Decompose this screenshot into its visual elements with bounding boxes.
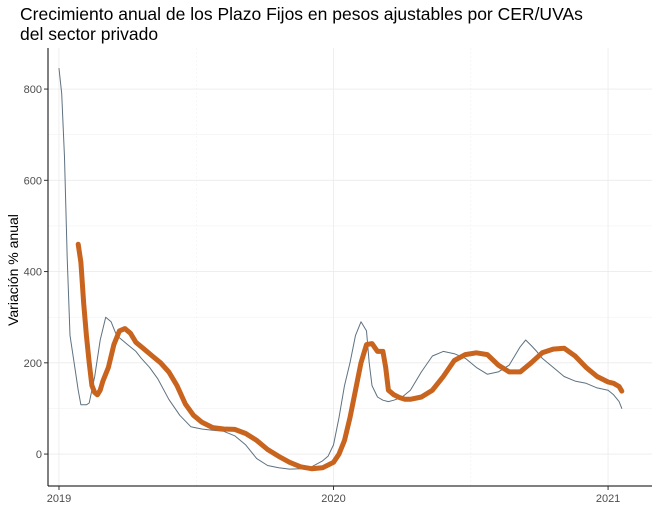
y-tick-label: 0 — [36, 449, 42, 461]
axis-layer: 0 200 400 600 800 2019 2020 2021 — [24, 48, 652, 505]
series-line-thin — [58, 68, 623, 470]
y-tick-label: 400 — [24, 267, 42, 279]
chart-title-line-1: Crecimiento anual de los Plazo Fijos en … — [20, 4, 583, 24]
y-tick-label: 600 — [24, 175, 42, 187]
y-axis-title: Variación % anual — [5, 214, 21, 326]
chart-title: Crecimiento anual de los Plazo Fijos en … — [20, 4, 650, 44]
x-tick-label: 2019 — [47, 493, 71, 505]
y-tick-label: 800 — [24, 84, 42, 96]
chart-title-line-2: del sector privado — [20, 24, 159, 44]
y-tick-label: 200 — [24, 358, 42, 370]
series-line-thick — [75, 241, 625, 472]
x-tick-label: 2021 — [596, 493, 620, 505]
grid-layer — [48, 48, 652, 486]
series-layer — [58, 68, 625, 472]
x-tick-label: 2020 — [321, 493, 345, 505]
